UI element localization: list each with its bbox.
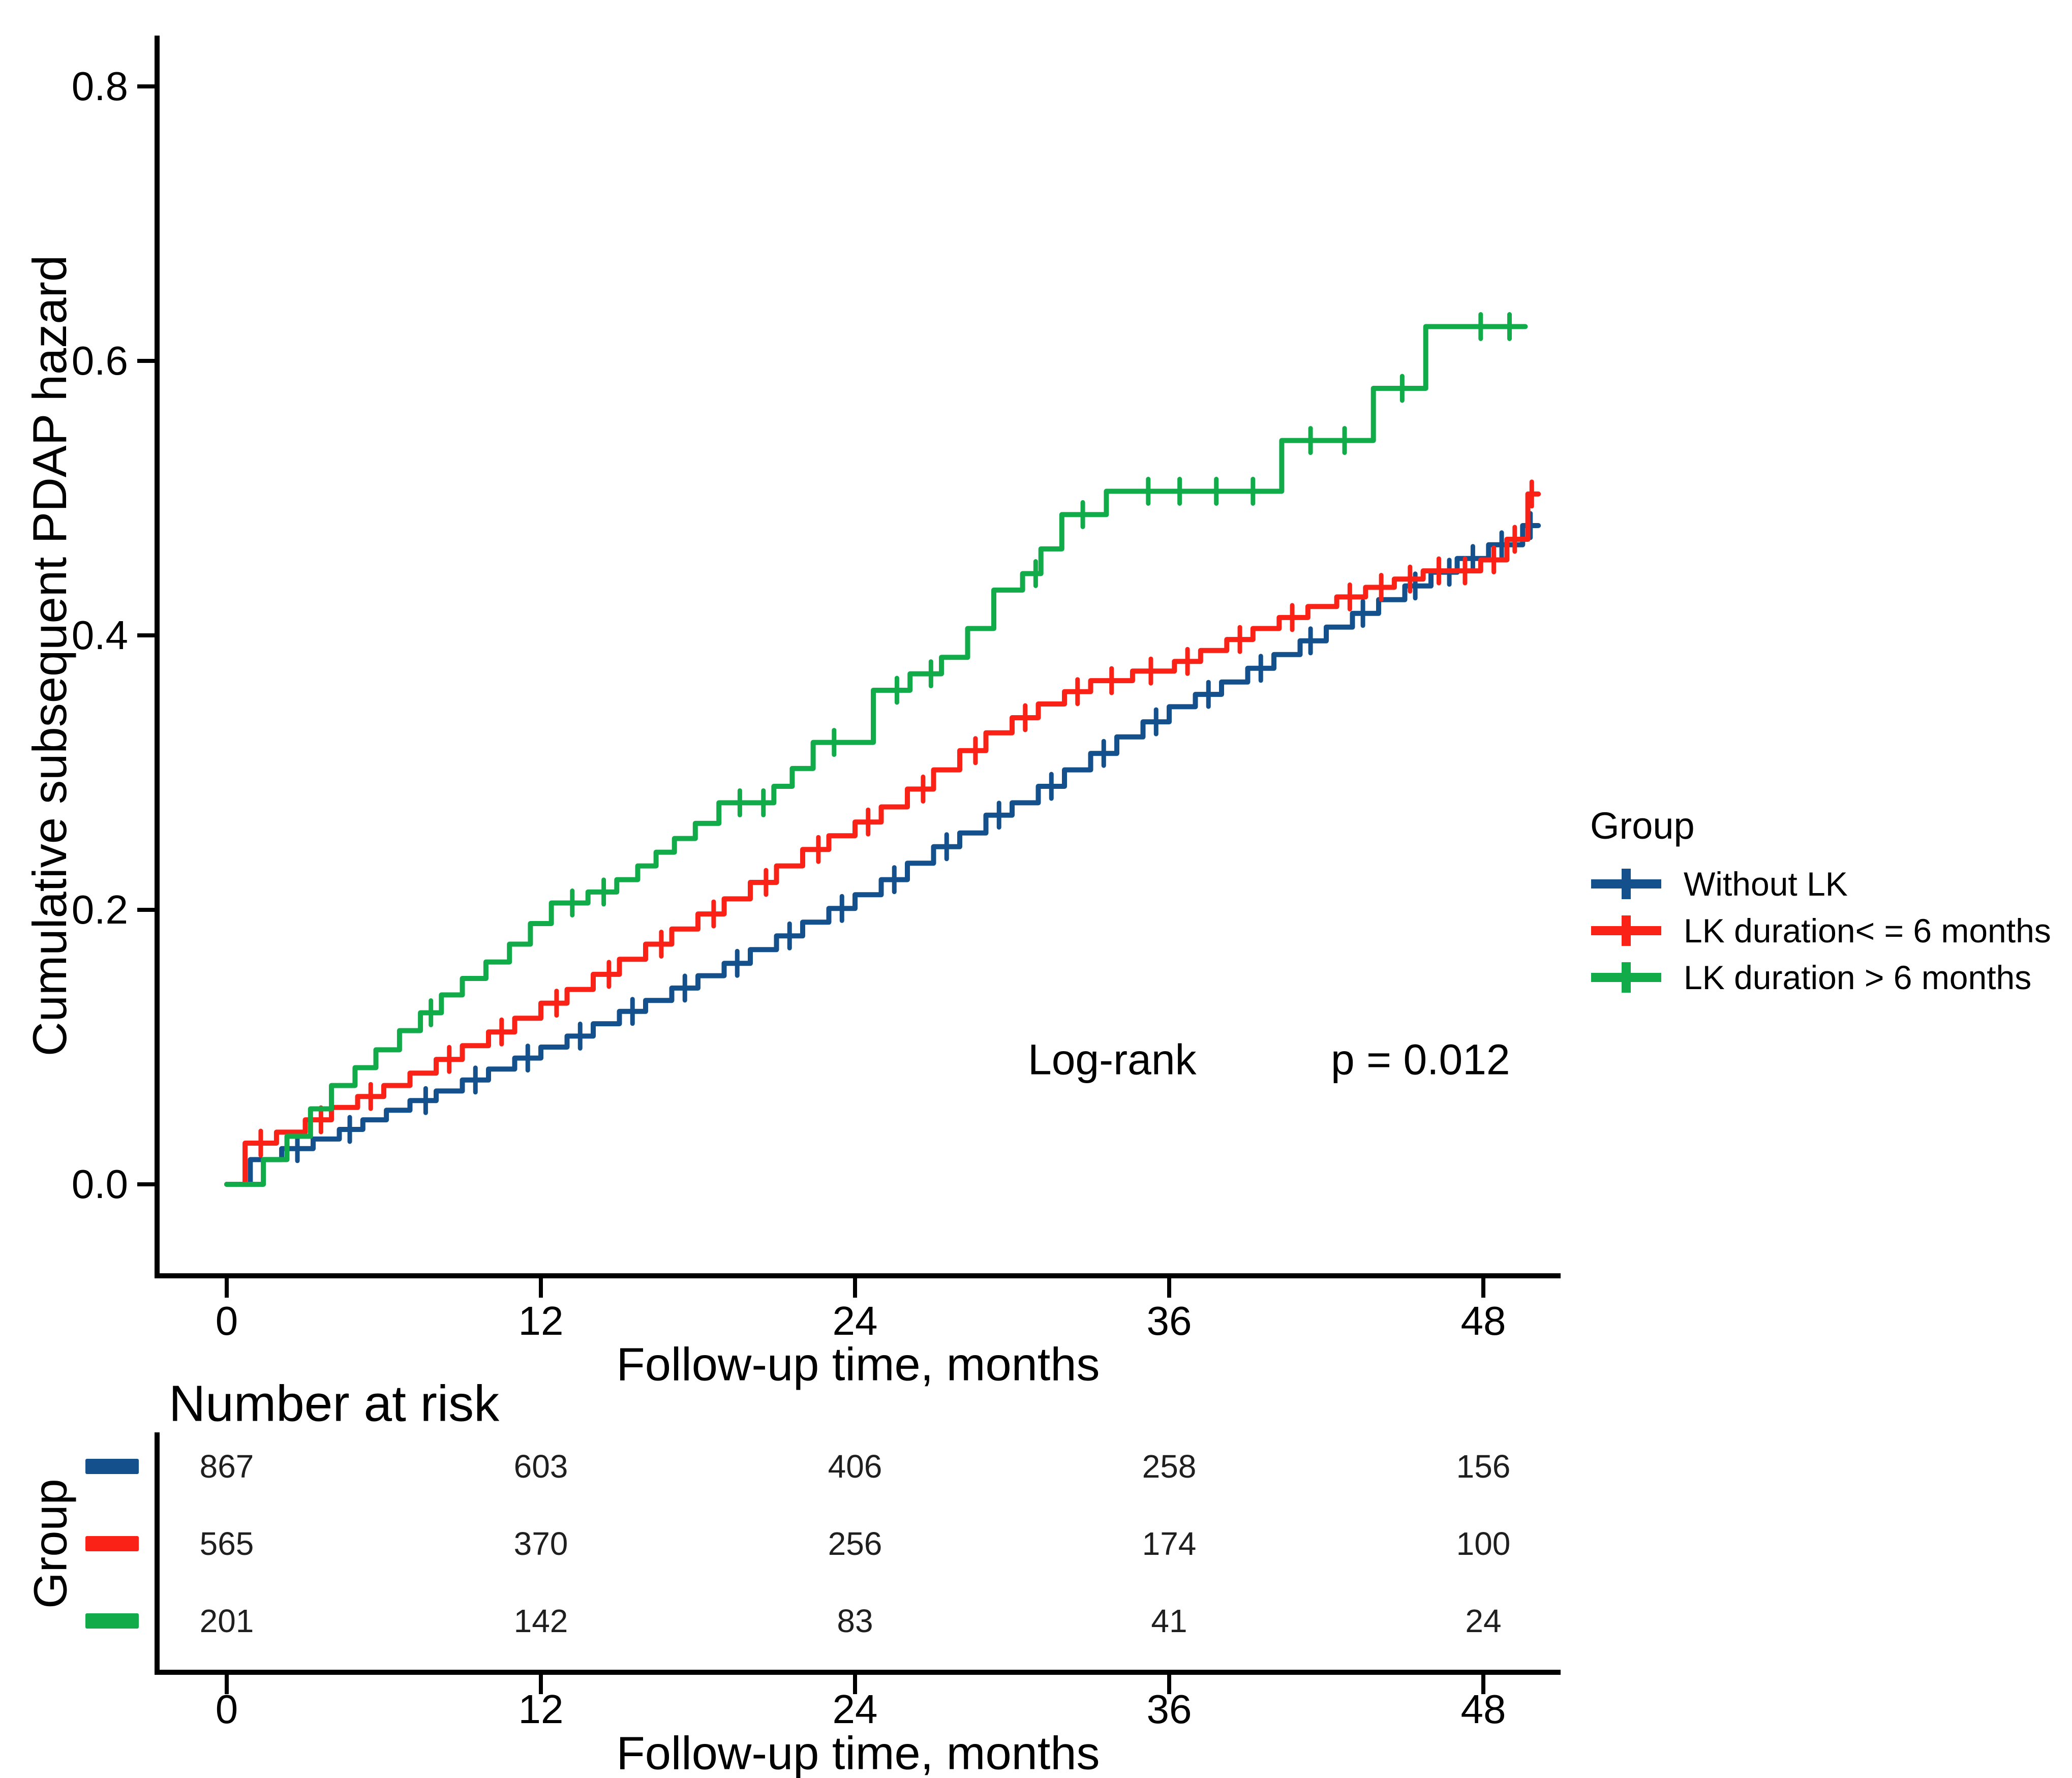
x-axis-title-main: Follow-up time, months [616,1338,1100,1391]
risk-row-marker [85,1613,139,1629]
risk-count-value: 41 [1151,1603,1187,1639]
legend: Group Without LK LK duration< = 6 months L… [1590,804,2051,1008]
risk-count-value: 565 [200,1525,254,1562]
series-curve [224,523,1541,1187]
y-tick-label: 0.0 [72,1161,128,1207]
logrank-test-label: Log-rank [1028,1035,1197,1084]
legend-marker-cross [1622,962,1631,993]
legend-marker-cross [1622,915,1631,946]
risk-row-marker [85,1459,139,1474]
risk-x-tick-label: 24 [833,1687,878,1732]
p-value-label: p = 0.012 [1331,1035,1510,1084]
risk-row-marker [85,1536,139,1551]
risk-x-tick-label: 12 [519,1687,564,1732]
risk-count-value: 100 [1456,1525,1511,1562]
y-tick-label: 0.4 [72,612,128,658]
risk-count-value: 256 [828,1525,882,1562]
legend-entry-label: Without LK [1684,865,1848,903]
risk-count-value: 258 [1142,1448,1197,1485]
risk-count-value: 174 [1142,1525,1197,1562]
legend-marker-icon [1591,869,1661,899]
y-tick-label: 0.2 [72,887,128,932]
legend-entry: LK duration< = 6 months [1590,912,2051,949]
legend-entry-label: LK duration > 6 months [1684,959,2032,996]
series-curve [224,491,1541,1187]
risk-x-tick-label: 36 [1147,1687,1192,1732]
x-axis-title-table: Follow-up time, months [616,1727,1100,1778]
x-tick-label: 48 [1461,1298,1506,1343]
risk-table-y-label: Group [24,1479,77,1609]
hazard-curves [224,312,1541,1187]
risk-count-value: 406 [828,1448,882,1485]
x-tick-label: 0 [216,1298,238,1343]
risk-x-tick-label: 0 [216,1687,238,1732]
risk-x-tick-label: 48 [1461,1687,1506,1732]
risk-count-value: 867 [200,1448,254,1485]
risk-count-value: 83 [837,1603,873,1639]
risk-count-value: 24 [1465,1603,1501,1639]
risk-count-value: 201 [200,1603,254,1639]
legend-entry-label: LK duration< = 6 months [1684,912,2051,949]
legend-entries: Without LK LK duration< = 6 months LK dura… [1590,865,2051,1008]
y-tick-label: 0.6 [72,338,128,383]
main-axes: 0.0 0.2 0.4 0.6 0.8 0 12 24 36 48 [72,36,1561,1343]
risk-count-value: 370 [514,1525,568,1562]
legend-marker-cross [1622,869,1631,899]
risk-count-value: 156 [1456,1448,1511,1485]
legend-entry: Without LK [1590,865,2051,903]
y-axis-title: Cumulative subsequent PDAP hazard [23,255,76,1057]
x-tick-label: 24 [833,1298,878,1343]
legend-marker-icon [1591,962,1661,993]
legend-entry: LK duration > 6 months [1590,959,2051,996]
number-at-risk-title: Number at risk [169,1375,500,1432]
y-tick-label: 0.8 [72,64,128,109]
risk-table-graphics: 0 12 24 36 48 867 603 406 258 156 565 370 256 174 100 2… [85,1432,1561,1732]
risk-count-value: 142 [514,1603,568,1639]
x-tick-label: 36 [1147,1298,1192,1343]
x-tick-label: 12 [519,1298,564,1343]
risk-count-value: 603 [514,1448,568,1485]
legend-marker-icon [1591,915,1661,946]
legend-title: Group [1590,805,1695,847]
